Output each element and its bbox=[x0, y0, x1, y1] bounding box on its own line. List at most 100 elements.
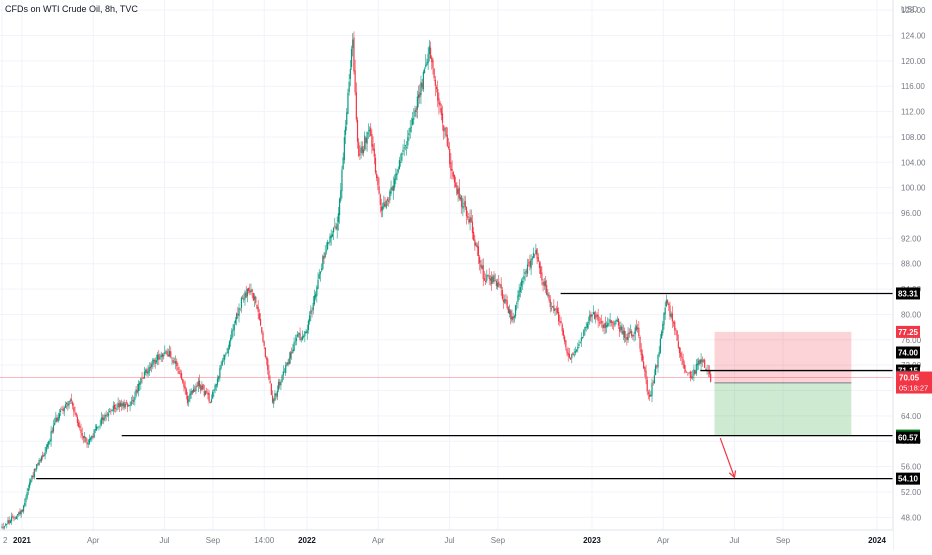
candle-body bbox=[407, 136, 409, 146]
candle bbox=[380, 198, 383, 218]
candle-body bbox=[395, 173, 397, 180]
candle-body bbox=[318, 274, 320, 279]
candle-body bbox=[420, 82, 422, 96]
candle-body bbox=[327, 241, 329, 250]
candle bbox=[650, 390, 652, 397]
candle-body bbox=[574, 351, 576, 353]
candle bbox=[639, 335, 641, 352]
candle bbox=[82, 435, 85, 444]
candle-body bbox=[85, 437, 87, 442]
candle bbox=[64, 401, 67, 409]
candle-body bbox=[292, 349, 294, 353]
candle bbox=[18, 511, 20, 517]
candle bbox=[97, 426, 99, 429]
candle-body bbox=[368, 129, 371, 132]
candle bbox=[315, 291, 317, 301]
candle-body bbox=[473, 232, 475, 241]
candle-body bbox=[42, 455, 44, 457]
candle bbox=[404, 144, 407, 151]
candle-body bbox=[581, 336, 584, 339]
candle-body bbox=[587, 322, 590, 323]
candle-body bbox=[462, 205, 464, 209]
candle-body bbox=[392, 185, 395, 191]
candle bbox=[608, 318, 610, 327]
candle bbox=[313, 289, 316, 307]
candle bbox=[344, 120, 347, 144]
candle-body bbox=[56, 417, 58, 422]
candle bbox=[579, 341, 581, 344]
candle-body bbox=[249, 290, 251, 293]
candle-body bbox=[400, 162, 402, 163]
candle bbox=[220, 361, 222, 371]
candle-body bbox=[57, 417, 59, 422]
candle-body bbox=[167, 354, 169, 357]
candle-body bbox=[568, 353, 571, 358]
candle bbox=[605, 321, 608, 334]
candle bbox=[145, 368, 147, 376]
candle bbox=[423, 67, 426, 74]
candle bbox=[70, 393, 73, 405]
candle-body bbox=[338, 198, 341, 216]
level-price-tag-bg bbox=[896, 472, 920, 485]
candle-body bbox=[371, 133, 373, 147]
candle bbox=[467, 210, 469, 220]
candle-body bbox=[130, 401, 132, 406]
candle-body bbox=[348, 81, 350, 93]
candle-body bbox=[529, 260, 531, 267]
candle bbox=[238, 303, 240, 323]
candle-body bbox=[61, 409, 63, 410]
candle-body bbox=[534, 254, 536, 256]
time-axis: 2 2021 Apr Jul Sep 14:00 2022 Apr Jul Sep 2023 Apr J… bbox=[0, 529, 893, 550]
candle-body bbox=[210, 399, 213, 403]
candle bbox=[22, 504, 25, 514]
candle-body bbox=[635, 326, 638, 331]
candle bbox=[350, 45, 353, 70]
candle bbox=[212, 389, 214, 400]
candle bbox=[191, 389, 193, 395]
candle bbox=[72, 400, 74, 410]
candle bbox=[288, 351, 290, 365]
candle-body bbox=[567, 352, 569, 356]
candle-body bbox=[216, 378, 219, 385]
y-tick-label: 56.00 bbox=[901, 463, 922, 472]
candle bbox=[536, 248, 538, 264]
candle bbox=[520, 278, 523, 293]
candle-body bbox=[641, 354, 644, 361]
candle-body bbox=[222, 358, 225, 360]
candle bbox=[54, 417, 56, 426]
candle bbox=[268, 364, 270, 381]
candle bbox=[544, 276, 547, 294]
candle bbox=[535, 243, 537, 255]
candle-body bbox=[496, 282, 499, 288]
candle bbox=[665, 294, 667, 308]
candle bbox=[365, 136, 367, 151]
projection-arrow-head bbox=[728, 470, 737, 479]
x-tick-label: Sep bbox=[491, 536, 506, 545]
candle-body bbox=[501, 289, 503, 299]
candle bbox=[604, 316, 606, 334]
candle bbox=[88, 434, 90, 446]
candle bbox=[443, 124, 445, 140]
candle-body bbox=[373, 148, 375, 157]
candle-body bbox=[328, 241, 330, 243]
candle bbox=[377, 175, 379, 190]
candle-body bbox=[367, 132, 369, 134]
candle-body bbox=[8, 520, 10, 524]
candle-body bbox=[285, 365, 287, 373]
candle-body bbox=[122, 402, 124, 407]
candle bbox=[279, 378, 281, 389]
candle-body bbox=[519, 287, 521, 293]
candle-body bbox=[689, 371, 691, 379]
candle-body bbox=[123, 401, 125, 409]
candle-body bbox=[500, 284, 502, 289]
candle bbox=[570, 357, 572, 361]
candle bbox=[690, 371, 693, 380]
candle bbox=[335, 222, 337, 231]
candle bbox=[456, 181, 458, 196]
candle-body bbox=[513, 316, 515, 318]
candle bbox=[9, 519, 11, 524]
candle bbox=[406, 140, 408, 156]
candle-body bbox=[219, 368, 221, 378]
candle-body bbox=[215, 384, 217, 387]
